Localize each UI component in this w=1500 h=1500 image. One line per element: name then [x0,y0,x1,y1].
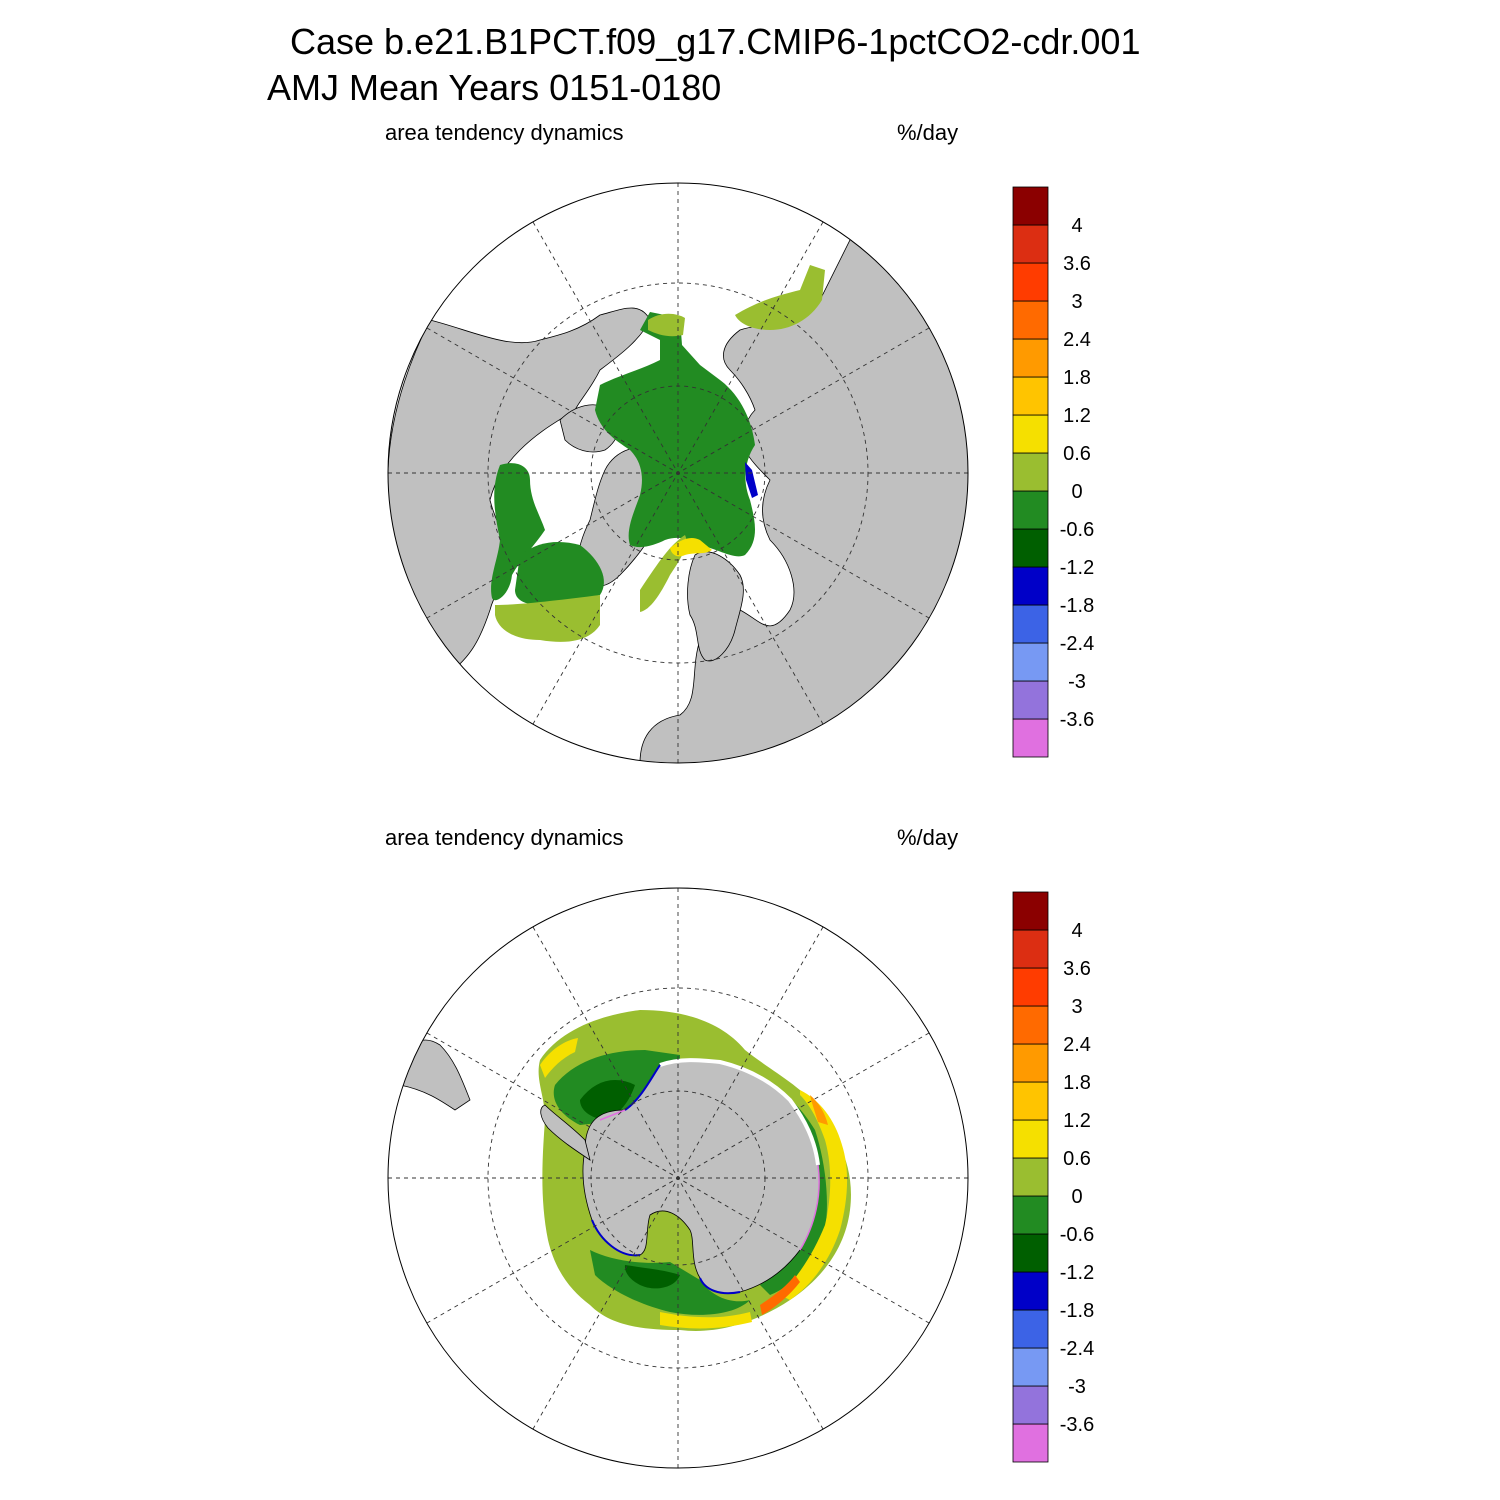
south-colorbar-swatch [1012,1005,1049,1045]
south-colorbar-tick-label: 2.4 [1063,1034,1091,1056]
south-colorbar-swatch [1012,1347,1049,1387]
north-graticule [388,183,968,763]
north-colorbar-tick-label: 0.6 [1063,443,1091,465]
south-colorbar-tick-label: 1.8 [1063,1072,1091,1094]
south-colorbar-tick-label: -3.6 [1060,1414,1094,1436]
north-colorbar-tick-label: -3 [1068,671,1086,693]
north-colorbar-swatch [1012,262,1049,302]
north-colorbar-swatch [1012,528,1049,568]
north-colorbar-swatch [1012,452,1049,492]
north-colorbar-tick-label: -0.6 [1060,519,1094,541]
south-colorbar-swatch [1012,1385,1049,1425]
south-colorbar-swatch [1012,929,1049,969]
south-colorbar-swatch [1012,1043,1049,1083]
north-ice-bering [648,313,685,337]
north-ice-barents-yellow [670,537,712,557]
north-colorbar-swatch [1012,642,1049,682]
north-map-border [387,182,969,764]
north-polar-map [387,182,969,764]
north-colorbar-swatch [1012,338,1049,378]
north-colorbar-tick-label: 0 [1071,481,1082,503]
north-land-scandinavia [687,551,744,662]
south-ice-east-orange [810,1095,828,1125]
south-ice-ross-orange [760,1275,800,1315]
north-colorbar-tick-label: -2.4 [1060,633,1094,655]
south-colorbar-tick-label: 1.2 [1063,1110,1091,1132]
south-map-border [387,887,969,1469]
south-colorbar-swatch [1012,1309,1049,1349]
north-panel-variable-label: area tendency dynamics [385,120,624,145]
north-colorbar-tick-label: 1.8 [1063,367,1091,389]
north-colorbar-tick-label: -1.8 [1060,595,1094,617]
north-colorbar: -3.6 -3 -2.4 -1.8 -1.2 -0.6 0 0.6 1.2 1.8 2.4 3 3.6 4 [1012,186,1094,758]
north-ice-hudson-bay [491,463,545,601]
north-colorbar-tick-label: -3.6 [1060,709,1094,731]
north-colorbar-tick-label: 3 [1071,291,1082,313]
north-colorbar-tick-label: 3.6 [1063,253,1091,275]
south-colorbar-tick-label: -3 [1068,1376,1086,1398]
north-colorbar-swatch [1012,604,1049,644]
north-colorbar-swatch [1012,376,1049,416]
north-ice-labrador [515,542,604,605]
south-colorbar-swatch [1012,891,1049,931]
south-ice-east-yellow [780,1090,848,1300]
south-coastal-edge-blue [591,1064,741,1295]
south-colorbar-tick-label: -1.2 [1060,1262,1094,1284]
north-colorbar-swatch [1012,300,1049,340]
south-land-antarctic-peninsula [540,1104,591,1161]
north-colorbar-swatch [1012,186,1049,226]
south-colorbar-swatch [1012,1081,1049,1121]
figure-title-line1: Case b.e21.B1PCT.f09_g17.CMIP6-1pctCO2-c… [290,21,1141,62]
north-ice-arctic-ocean [595,312,755,557]
south-colorbar-tick-label: 4 [1071,920,1082,942]
north-ice-okhotsk [735,265,825,330]
north-colorbar-swatch [1012,718,1049,758]
south-ice-weddell-yellow [540,1038,578,1078]
south-colorbar-swatch [1012,1271,1049,1311]
south-colorbar: -3.6 -3 -2.4 -1.8 -1.2 -0.6 0 0.6 1.2 1.8 2.4 3 3.6 4 [1012,891,1094,1463]
south-colorbar-swatch [1012,1233,1049,1273]
north-colorbar-tick-label: 2.4 [1063,329,1091,351]
south-colorbar-tick-label: 3 [1071,996,1082,1018]
north-colorbar-tick-label: 1.2 [1063,405,1091,427]
north-ice-labrador-olive [495,595,600,642]
south-colorbar-swatch [1012,1423,1049,1463]
south-colorbar-tick-label: 0 [1071,1186,1082,1208]
north-colorbar-swatch [1012,680,1049,720]
south-colorbar-swatch [1012,967,1049,1007]
south-colorbar-swatch [1012,1195,1049,1235]
south-colorbar-swatch [1012,1119,1049,1159]
south-colorbar-tick-label: -2.4 [1060,1338,1094,1360]
north-panel-units-label: %/day [897,120,959,145]
south-colorbar-tick-label: -1.8 [1060,1300,1094,1322]
north-colorbar-swatch [1012,414,1049,454]
figure-title-line2: AMJ Mean Years 0151-0180 [267,67,722,108]
south-graticule [388,888,968,1468]
north-colorbar-swatch [1012,566,1049,606]
north-ice-kara-edge [745,462,758,498]
south-colorbar-tick-label: 3.6 [1063,958,1091,980]
south-coastal-edge-violet [599,1109,820,1251]
north-colorbar-tick-label: 4 [1071,215,1082,237]
south-colorbar-tick-label: -0.6 [1060,1224,1094,1246]
south-coastal-fringe [659,1058,820,1166]
south-ice-weddell-dark [580,1080,635,1120]
north-colorbar-tick-label: -1.2 [1060,557,1094,579]
north-colorbar-swatch [1012,224,1049,264]
south-panel-variable-label: area tendency dynamics [385,825,624,850]
south-polar-map [387,887,969,1469]
south-colorbar-tick-label: 0.6 [1063,1148,1091,1170]
south-colorbar-swatch [1012,1157,1049,1197]
south-ice-ross-yellow [660,1312,752,1329]
south-ice-ross-dark [624,1265,680,1289]
north-colorbar-swatch [1012,490,1049,530]
south-panel-units-label: %/day [897,825,959,850]
